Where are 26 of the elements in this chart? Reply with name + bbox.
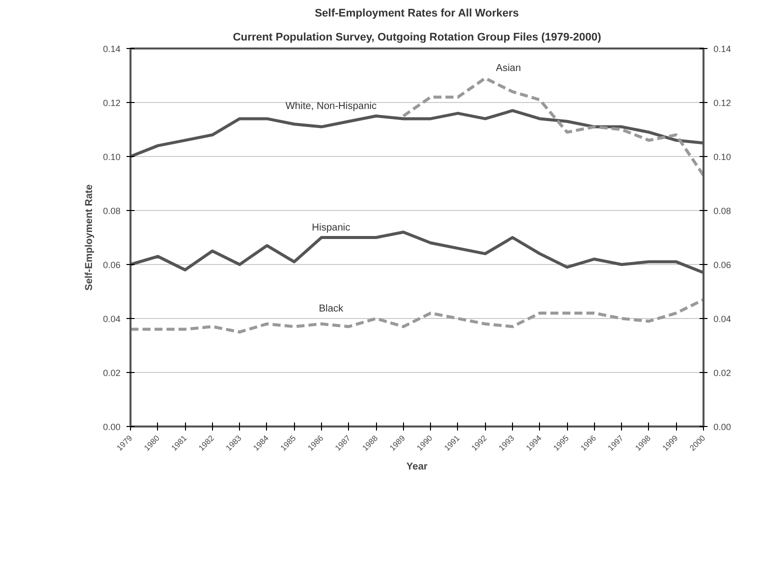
y2-tick-label: 0.06 <box>714 260 732 270</box>
y-tick-label: 0.12 <box>102 98 121 108</box>
y-tick-label: 0.04 <box>102 314 121 324</box>
series-label: Asian <box>496 63 521 74</box>
series-label: Black <box>318 304 344 314</box>
chart-subtitle: Current Population Survey, Outgoing Rotation Group Files (1979-2000) <box>232 32 602 44</box>
y-tick-label: 0.08 <box>102 206 121 216</box>
y-axis-title: Self-Employment Rate <box>84 184 95 291</box>
line-series <box>402 76 704 177</box>
y2-tick-label: 0.02 <box>714 368 732 378</box>
y2-tick-label: 0.12 <box>714 98 732 108</box>
y-tick-label: 0.06 <box>102 260 121 270</box>
y2-tick-label: 0.00 <box>714 422 732 432</box>
y2-tick-label: 0.14 <box>714 44 732 54</box>
y2-tick-label: 0.10 <box>714 152 732 162</box>
y-tick-label: 0.14 <box>102 44 121 54</box>
y2-tick-label: 0.08 <box>714 206 732 216</box>
series-label: White, Non-Hispanic <box>285 101 377 112</box>
y-tick-label: 0.00 <box>102 422 121 432</box>
y2-tick-label: 0.04 <box>714 314 732 324</box>
y-tick-label: 0.02 <box>102 368 121 378</box>
chart-title: Self-Employment Rates for All Workers <box>314 8 519 20</box>
x-axis-title: Year <box>406 461 428 472</box>
series-label: Hispanic <box>312 222 350 234</box>
y-tick-label: 0.10 <box>102 152 121 162</box>
line-series <box>130 298 704 334</box>
